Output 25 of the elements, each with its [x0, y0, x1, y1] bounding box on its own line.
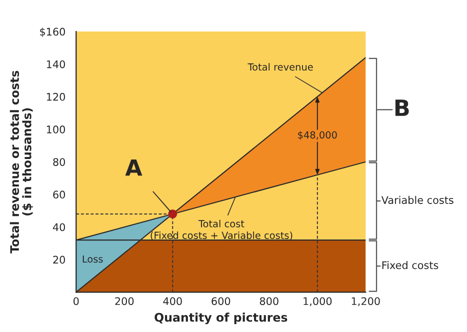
y-tick-label: 120	[46, 92, 66, 101]
text: B	[395, 100, 409, 116]
x-tick-label: 0	[73, 297, 79, 306]
x-tick-label: 600	[212, 297, 230, 306]
annotation: A	[125, 159, 142, 176]
text: Total revenue	[248, 63, 313, 71]
annotation: Loss	[82, 255, 103, 263]
text: Variable costs	[381, 196, 454, 204]
y-tick-label: 100	[46, 126, 66, 134]
x-tick-label: 400	[163, 297, 182, 306]
y-tick-label: 60	[53, 190, 66, 199]
legend-label: Total cost (Fixed costs + Variable costs)	[150, 220, 292, 240]
x-tick-label: 200	[115, 297, 134, 306]
y-axis-title: Total revenue or total costs ($ in thousands)	[10, 70, 33, 254]
y-tick-label: 140	[46, 60, 66, 68]
x-tick-label: 800	[260, 297, 278, 306]
annotation: $48,000	[298, 131, 337, 140]
x-tick-label: 1,000	[304, 297, 332, 306]
y-tick-label: $160	[40, 28, 66, 38]
y-tick-label: 20	[53, 256, 66, 264]
y-tick-label: 40	[52, 223, 66, 232]
x-axis-title: Quantity of pictures	[154, 312, 288, 324]
x-tick-label: 1,200	[352, 297, 380, 306]
y-tick-label: 80	[53, 158, 66, 166]
text: Fixed costs	[382, 261, 438, 270]
